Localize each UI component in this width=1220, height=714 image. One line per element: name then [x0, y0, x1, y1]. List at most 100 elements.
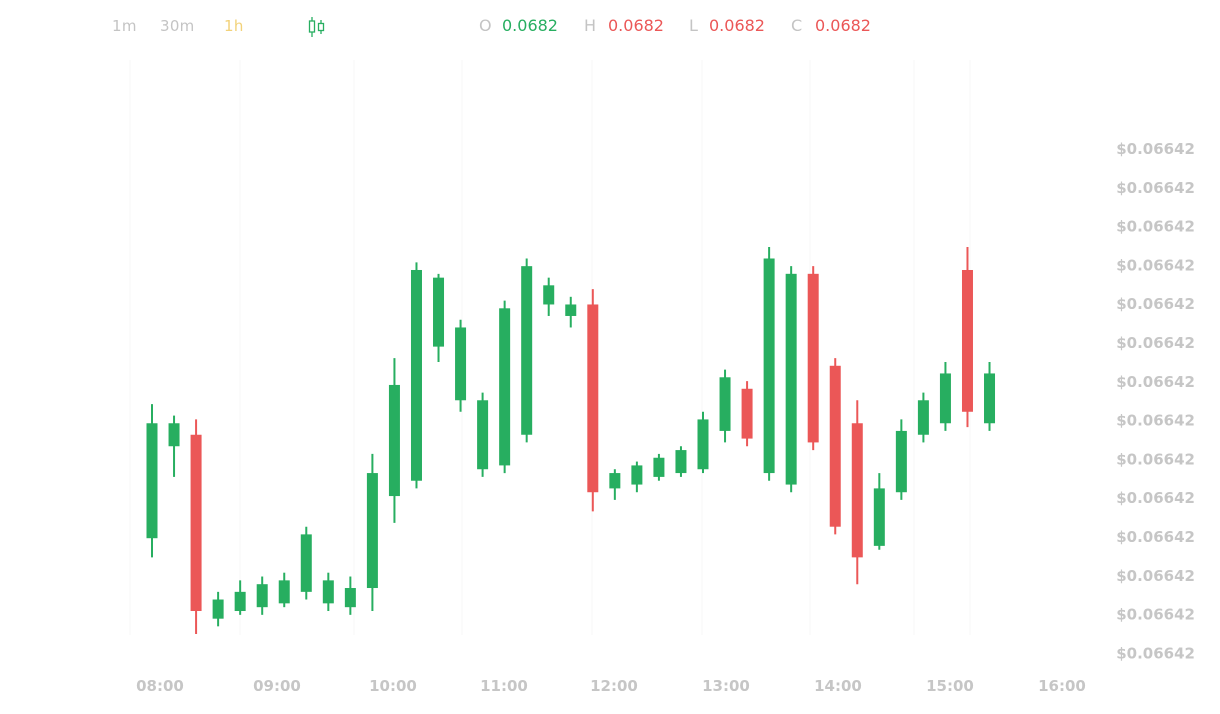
candle-body	[873, 488, 885, 546]
timeframe-1m-button[interactable]: 1m	[112, 17, 137, 35]
candle[interactable]	[388, 358, 400, 523]
candle-body	[697, 419, 709, 470]
candle[interactable]	[653, 453, 665, 481]
timeframe-30m-button[interactable]: 30m	[160, 17, 195, 35]
candle[interactable]	[984, 361, 996, 431]
y-axis-tick-label: $0.06642	[1116, 489, 1195, 507]
candle[interactable]	[278, 572, 290, 608]
x-axis-tick-label: 11:00	[480, 677, 528, 695]
x-axis-tick-label: 14:00	[814, 677, 862, 695]
candle[interactable]	[190, 419, 202, 634]
ohlc-close-value: 0.0682	[815, 16, 871, 35]
candle[interactable]	[939, 361, 951, 431]
grid-lines	[129, 60, 971, 635]
candle-body	[543, 285, 555, 305]
candle[interactable]	[763, 247, 775, 481]
candle-body	[961, 269, 973, 412]
candle-body	[388, 384, 400, 497]
candle-body	[763, 258, 775, 474]
candlestick-icon[interactable]	[308, 16, 326, 42]
candle[interactable]	[433, 273, 445, 362]
y-axis-tick-label: $0.06642	[1116, 606, 1195, 624]
candle-body	[741, 388, 753, 439]
y-axis-tick-label: $0.06642	[1116, 373, 1195, 391]
timeframe-1h-button[interactable]: 1h	[224, 17, 244, 35]
candle-body	[939, 373, 951, 424]
candle[interactable]	[785, 266, 797, 493]
y-axis-tick-label: $0.06642	[1116, 256, 1195, 274]
candle-body	[565, 304, 577, 316]
candle-body	[675, 450, 687, 474]
y-axis-tick-label: $0.06642	[1116, 295, 1195, 313]
candle-body	[212, 599, 224, 619]
candle-body	[256, 584, 268, 608]
candle[interactable]	[961, 247, 973, 428]
chart-toolbar: 1m 30m 1h O 0.0682 H 0.0682 L 0.0682 C 0…	[0, 0, 1220, 54]
candle[interactable]	[256, 576, 268, 615]
candle[interactable]	[212, 591, 224, 627]
candle[interactable]	[300, 526, 312, 600]
candle[interactable]	[146, 404, 158, 558]
x-axis-tick-label: 12:00	[590, 677, 638, 695]
x-axis-tick-label: 13:00	[702, 677, 750, 695]
candle[interactable]	[609, 469, 621, 500]
x-axis-tick-label: 10:00	[369, 677, 417, 695]
candle[interactable]	[697, 411, 709, 474]
candle-body	[455, 327, 467, 401]
candle[interactable]	[477, 392, 489, 477]
ohlc-high-label: H	[584, 16, 597, 35]
candle-body	[785, 273, 797, 485]
candle[interactable]	[499, 300, 511, 474]
candle[interactable]	[741, 381, 753, 447]
candle[interactable]	[917, 392, 929, 443]
x-axis-tick-label: 09:00	[253, 677, 301, 695]
candle[interactable]	[565, 296, 577, 328]
ohlc-open-value: 0.0682	[502, 16, 558, 35]
candle-body	[366, 473, 378, 589]
candle[interactable]	[234, 580, 246, 615]
candle[interactable]	[719, 369, 731, 443]
candle[interactable]	[851, 400, 863, 585]
candle[interactable]	[344, 576, 356, 615]
candle[interactable]	[807, 266, 819, 451]
candle[interactable]	[675, 446, 687, 477]
candle[interactable]	[829, 358, 841, 535]
candle-body	[609, 473, 621, 489]
x-axis-tick-label: 15:00	[926, 677, 974, 695]
candle[interactable]	[410, 262, 422, 489]
y-axis-tick-label: $0.06642	[1116, 140, 1195, 158]
y-axis-tick-label: $0.06642	[1116, 218, 1195, 236]
candle[interactable]	[366, 453, 378, 612]
candle[interactable]	[455, 319, 467, 412]
candle[interactable]	[895, 419, 907, 500]
x-axis-tick-label: 16:00	[1038, 677, 1086, 695]
candle-body	[895, 430, 907, 493]
candle-body	[322, 580, 334, 604]
candle-body	[190, 434, 202, 612]
candle-body	[719, 377, 731, 431]
y-axis-tick-label: $0.06642	[1116, 528, 1195, 546]
candle-body	[807, 273, 819, 443]
candle[interactable]	[521, 258, 533, 443]
candle-body	[917, 400, 929, 435]
candle-body	[278, 580, 290, 604]
candle[interactable]	[322, 572, 334, 612]
ohlc-close-label: C	[791, 16, 803, 35]
candle-body	[851, 423, 863, 558]
candle-body	[499, 308, 511, 466]
candle-body	[521, 266, 533, 435]
candle-body	[344, 588, 356, 608]
candle[interactable]	[587, 289, 599, 512]
candle-body	[234, 591, 246, 612]
ohlc-open-label: O	[479, 16, 492, 35]
candle-body	[300, 534, 312, 592]
ohlc-low-value: 0.0682	[709, 16, 765, 35]
candle-body	[984, 373, 996, 424]
candle[interactable]	[543, 277, 555, 316]
candle[interactable]	[168, 415, 180, 477]
candle[interactable]	[873, 473, 885, 550]
candle[interactable]	[631, 461, 643, 493]
candle-body	[433, 277, 445, 347]
candle-body	[168, 423, 180, 447]
